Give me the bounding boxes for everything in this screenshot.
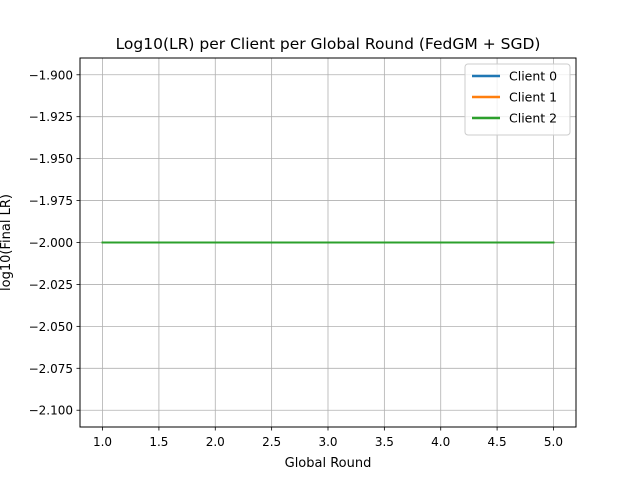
legend: Client 0 Client 1 Client 2 xyxy=(464,63,571,136)
y-tick-label: −1.900 xyxy=(29,68,73,82)
legend-label: Client 2 xyxy=(509,111,557,126)
legend-label: Client 1 xyxy=(509,90,557,105)
x-tick-label: 4.5 xyxy=(488,435,507,449)
y-axis: −1.900 −1.925 −1.950 −1.975 −2.000 −2.025 −2.0… xyxy=(29,68,80,418)
y-tick-label: −1.950 xyxy=(29,152,73,166)
x-tick-label: 1.5 xyxy=(149,435,168,449)
x-tick-label: 3.0 xyxy=(318,435,337,449)
x-axis: 1.0 1.5 2.0 2.5 3.0 3.5 4.0 4.5 5.0 xyxy=(93,427,563,449)
y-tick-label: −2.025 xyxy=(29,278,73,292)
x-tick-label: 2.5 xyxy=(262,435,281,449)
chart-title: Log10(LR) per Client per Global Round (F… xyxy=(116,35,541,53)
legend-label: Client 0 xyxy=(509,69,557,84)
x-tick-label: 2.0 xyxy=(206,435,225,449)
x-axis-label: Global Round xyxy=(285,456,372,471)
y-tick-label: −2.075 xyxy=(29,362,73,376)
y-tick-label: −2.050 xyxy=(29,320,73,334)
x-tick-label: 5.0 xyxy=(544,435,563,449)
y-tick-label: −1.975 xyxy=(29,194,73,208)
y-axis-label: log10(Final LR) xyxy=(0,194,14,291)
y-tick-label: −2.000 xyxy=(29,236,73,250)
x-tick-label: 4.0 xyxy=(431,435,450,449)
x-tick-label: 3.5 xyxy=(375,435,394,449)
y-tick-label: −2.100 xyxy=(29,404,73,418)
x-tick-label: 1.0 xyxy=(93,435,112,449)
y-tick-label: −1.925 xyxy=(29,110,73,124)
